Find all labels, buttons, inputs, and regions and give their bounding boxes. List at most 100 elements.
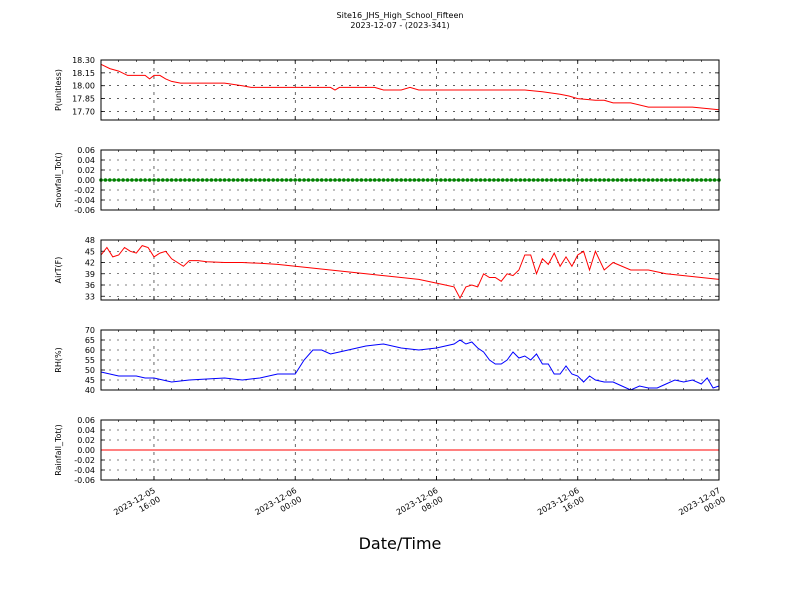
data-point bbox=[342, 178, 346, 182]
data-point bbox=[231, 178, 236, 182]
data-point bbox=[584, 178, 589, 182]
data-point bbox=[116, 178, 121, 182]
plot-frame bbox=[100, 419, 720, 481]
data-point bbox=[571, 178, 576, 182]
data-point bbox=[319, 178, 324, 182]
chart-subtitle: 2023-12-07 - (2023-341) bbox=[350, 21, 450, 30]
data-point bbox=[580, 178, 584, 182]
data-point bbox=[686, 178, 690, 182]
data-point bbox=[425, 178, 430, 182]
y-tick-label: 18.30 bbox=[72, 56, 95, 65]
data-point bbox=[214, 178, 218, 182]
data-point bbox=[297, 178, 302, 182]
y-tick-label: 17.70 bbox=[72, 107, 95, 116]
y-tick-label: 18.00 bbox=[72, 82, 95, 91]
data-point bbox=[227, 178, 231, 182]
data-point bbox=[240, 178, 245, 182]
data-point bbox=[178, 178, 183, 182]
data-point bbox=[328, 178, 333, 182]
x-tick-label: 2023-12-0616:00 bbox=[536, 486, 586, 526]
data-point bbox=[130, 178, 134, 182]
data-point bbox=[191, 178, 196, 182]
x-tick-label: 2023-12-0600:00 bbox=[253, 486, 303, 526]
data-point bbox=[324, 178, 328, 182]
data-point bbox=[514, 178, 518, 182]
y-axis-label: RH(%) bbox=[54, 347, 63, 372]
y-tick-label: -0.04 bbox=[74, 196, 95, 205]
y-tick-label: 36 bbox=[85, 281, 95, 290]
y-tick-label: 60 bbox=[85, 346, 95, 355]
data-point bbox=[695, 178, 699, 182]
data-point bbox=[659, 178, 664, 182]
plot-frame bbox=[100, 149, 720, 211]
y-tick-label: -0.04 bbox=[74, 466, 95, 475]
data-point bbox=[677, 178, 682, 182]
data-point bbox=[134, 178, 139, 182]
data-point bbox=[200, 178, 205, 182]
data-point bbox=[452, 178, 456, 182]
data-point bbox=[249, 178, 253, 182]
data-point bbox=[456, 178, 461, 182]
y-tick-label: 50 bbox=[85, 366, 95, 375]
data-point bbox=[598, 178, 602, 182]
y-axis-label: Rainfall_Tot() bbox=[54, 424, 63, 476]
data-point bbox=[523, 178, 527, 182]
y-axis-label: AirT(F) bbox=[54, 257, 63, 284]
y-tick-label: 70 bbox=[85, 326, 95, 335]
data-point bbox=[174, 178, 178, 182]
data-point bbox=[417, 178, 421, 182]
data-point bbox=[589, 178, 593, 182]
data-point bbox=[333, 178, 337, 182]
y-tick-label: 55 bbox=[85, 356, 95, 365]
y-tick-label: 0.04 bbox=[77, 426, 95, 435]
data-point bbox=[399, 178, 404, 182]
y-axis-label: P(unitless) bbox=[54, 69, 63, 111]
data-point bbox=[699, 178, 704, 182]
data-point bbox=[302, 178, 306, 182]
data-point bbox=[236, 178, 240, 182]
data-point bbox=[509, 178, 514, 182]
data-point bbox=[196, 178, 200, 182]
data-point bbox=[704, 178, 708, 182]
y-tick-label: 45 bbox=[85, 247, 95, 256]
data-point bbox=[359, 178, 364, 182]
data-point bbox=[470, 178, 474, 182]
data-point bbox=[275, 178, 280, 182]
data-point bbox=[346, 178, 351, 182]
data-point bbox=[655, 178, 659, 182]
data-point bbox=[218, 178, 222, 182]
data-point bbox=[112, 178, 116, 182]
data-point bbox=[492, 178, 496, 182]
data-point bbox=[156, 178, 161, 182]
data-point bbox=[518, 178, 523, 182]
data-point bbox=[690, 178, 695, 182]
data-point bbox=[496, 178, 501, 182]
y-tick-label: 40 bbox=[85, 386, 95, 395]
y-tick-label: -0.02 bbox=[74, 456, 95, 465]
x-tick-label: 2023-12-0700:00 bbox=[677, 486, 727, 526]
series-line bbox=[100, 245, 720, 300]
data-point bbox=[651, 178, 655, 182]
data-point bbox=[143, 178, 147, 182]
data-point bbox=[262, 178, 267, 182]
data-point bbox=[244, 178, 249, 182]
y-tick-label: 39 bbox=[85, 270, 95, 279]
data-point bbox=[606, 178, 611, 182]
y-tick-label: 0.02 bbox=[77, 436, 95, 445]
data-point bbox=[536, 178, 540, 182]
y-tick-label: 33 bbox=[85, 292, 95, 301]
data-point bbox=[386, 178, 390, 182]
data-point bbox=[624, 178, 629, 182]
data-point bbox=[575, 178, 580, 182]
data-point bbox=[103, 178, 108, 182]
data-point bbox=[628, 178, 633, 182]
y-tick-label: 17.85 bbox=[72, 95, 95, 104]
data-point bbox=[637, 178, 642, 182]
data-point bbox=[258, 178, 262, 182]
series-line bbox=[100, 339, 720, 391]
data-point bbox=[306, 178, 311, 182]
y-tick-label: -0.06 bbox=[74, 476, 95, 485]
data-point bbox=[408, 178, 412, 182]
data-point bbox=[412, 178, 417, 182]
y-tick-label: 42 bbox=[85, 259, 95, 268]
